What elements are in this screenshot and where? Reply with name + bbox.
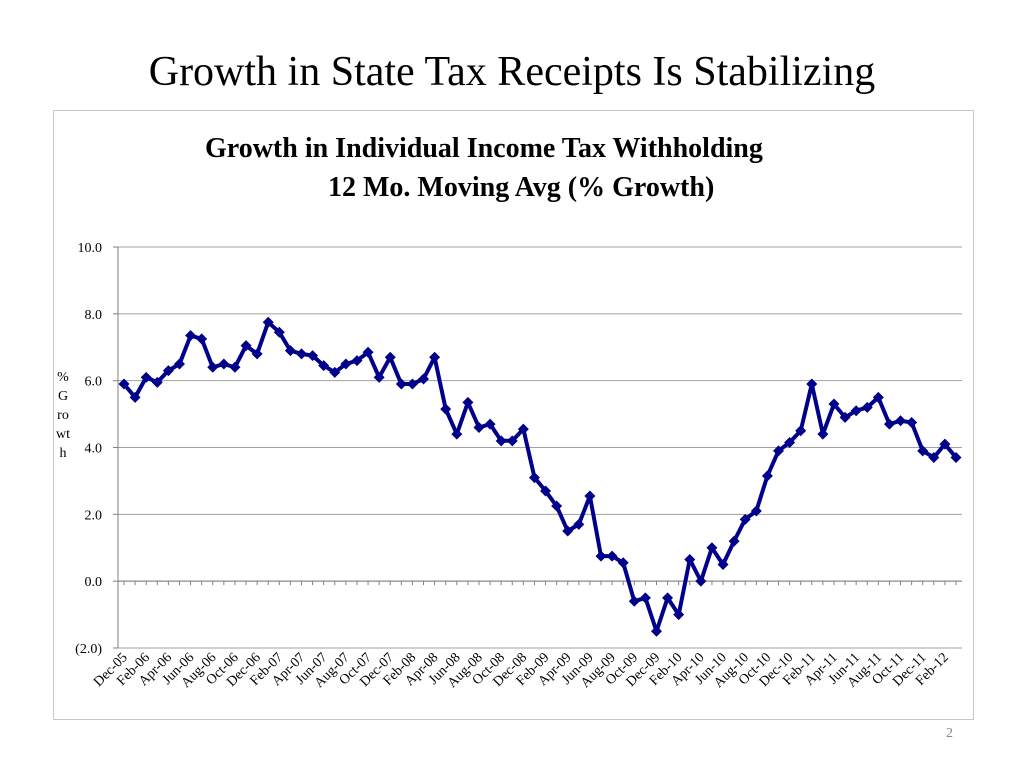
data-point xyxy=(284,345,296,357)
y-tick-label: 2.0 xyxy=(85,508,103,523)
data-point xyxy=(562,525,574,537)
data-point xyxy=(883,418,895,430)
y-tick-label: 8.0 xyxy=(85,308,103,323)
data-point xyxy=(351,355,363,367)
data-point xyxy=(196,333,208,345)
chart-title: Growth in Individual Income Tax Withhold… xyxy=(205,133,763,164)
data-point xyxy=(950,452,962,464)
data-point xyxy=(684,553,696,565)
data-point xyxy=(761,470,773,482)
data-point xyxy=(650,625,662,637)
data-point xyxy=(517,423,529,435)
data-point xyxy=(173,358,185,370)
data-point xyxy=(617,557,629,569)
y-tick-label: 4.0 xyxy=(85,442,103,457)
data-point xyxy=(473,421,485,433)
data-point xyxy=(484,418,496,430)
data-point xyxy=(406,378,418,390)
data-point xyxy=(928,452,940,464)
chart-frame xyxy=(53,110,974,720)
data-point xyxy=(129,391,141,403)
data-point xyxy=(329,366,341,378)
data-point xyxy=(872,391,884,403)
data-point xyxy=(573,518,585,530)
data-point xyxy=(307,350,319,362)
data-point xyxy=(906,416,918,428)
data-point xyxy=(440,403,452,415)
data-point xyxy=(639,592,651,604)
data-point xyxy=(185,330,197,342)
data-point xyxy=(262,316,274,328)
series-line xyxy=(122,320,958,634)
data-point xyxy=(528,472,540,484)
y-tick-label: 0.0 xyxy=(85,575,103,590)
data-point xyxy=(162,365,174,377)
series xyxy=(118,316,962,637)
data-point xyxy=(384,351,396,363)
data-point xyxy=(861,401,873,413)
data-point xyxy=(495,435,507,447)
data-point xyxy=(340,358,352,370)
page-number: 2 xyxy=(946,726,953,741)
data-point xyxy=(373,371,385,383)
data-point xyxy=(806,378,818,390)
y-axis-label: % Growth xyxy=(56,370,70,461)
data-point xyxy=(728,535,740,547)
y-tick-label: 10.0 xyxy=(78,241,103,256)
data-point xyxy=(895,415,907,427)
data-point xyxy=(795,425,807,437)
data-point xyxy=(229,361,241,373)
axes xyxy=(113,246,962,649)
data-point xyxy=(706,542,718,554)
data-point xyxy=(506,435,518,447)
data-point xyxy=(395,378,407,390)
gridlines xyxy=(118,246,962,649)
data-point xyxy=(418,373,430,385)
data-point xyxy=(218,358,230,370)
data-point xyxy=(429,351,441,363)
data-point xyxy=(151,376,163,388)
data-point xyxy=(917,445,929,457)
data-point xyxy=(828,398,840,410)
data-point xyxy=(273,326,285,338)
data-point xyxy=(673,609,685,621)
data-point xyxy=(717,558,729,570)
data-point xyxy=(939,438,951,450)
data-point xyxy=(362,346,374,358)
data-point xyxy=(240,340,252,352)
data-point xyxy=(695,575,707,587)
data-point xyxy=(140,371,152,383)
data-point xyxy=(207,361,219,373)
data-point xyxy=(595,550,607,562)
data-point xyxy=(817,428,829,440)
data-point xyxy=(750,505,762,517)
data-point xyxy=(118,378,130,390)
data-point xyxy=(462,396,474,408)
data-point xyxy=(451,428,463,440)
data-point xyxy=(628,595,640,607)
y-tick-labels: (2.0) 0.0 2.0 4.0 6.0 8.0 10.0 xyxy=(75,241,102,657)
data-point xyxy=(784,436,796,448)
data-point xyxy=(739,513,751,525)
y-tick-label: 6.0 xyxy=(85,375,103,390)
data-point xyxy=(850,405,862,417)
data-point xyxy=(839,411,851,423)
data-point xyxy=(251,348,263,360)
data-point xyxy=(551,500,563,512)
data-point xyxy=(540,485,552,497)
data-point xyxy=(606,550,618,562)
chart-subtitle: 12 Mo. Moving Avg (% Growth) xyxy=(328,172,715,203)
data-point xyxy=(662,592,674,604)
data-point xyxy=(318,360,330,372)
y-tick-label: (2.0) xyxy=(75,642,102,657)
data-point xyxy=(295,348,307,360)
data-point xyxy=(773,445,785,457)
x-tick-labels: Dec-05Feb-06Apr-06Jun-06Aug-06Oct-06Dec-… xyxy=(91,650,952,691)
data-point xyxy=(584,490,596,502)
slide-title: Growth in State Tax Receipts Is Stabiliz… xyxy=(148,49,876,95)
